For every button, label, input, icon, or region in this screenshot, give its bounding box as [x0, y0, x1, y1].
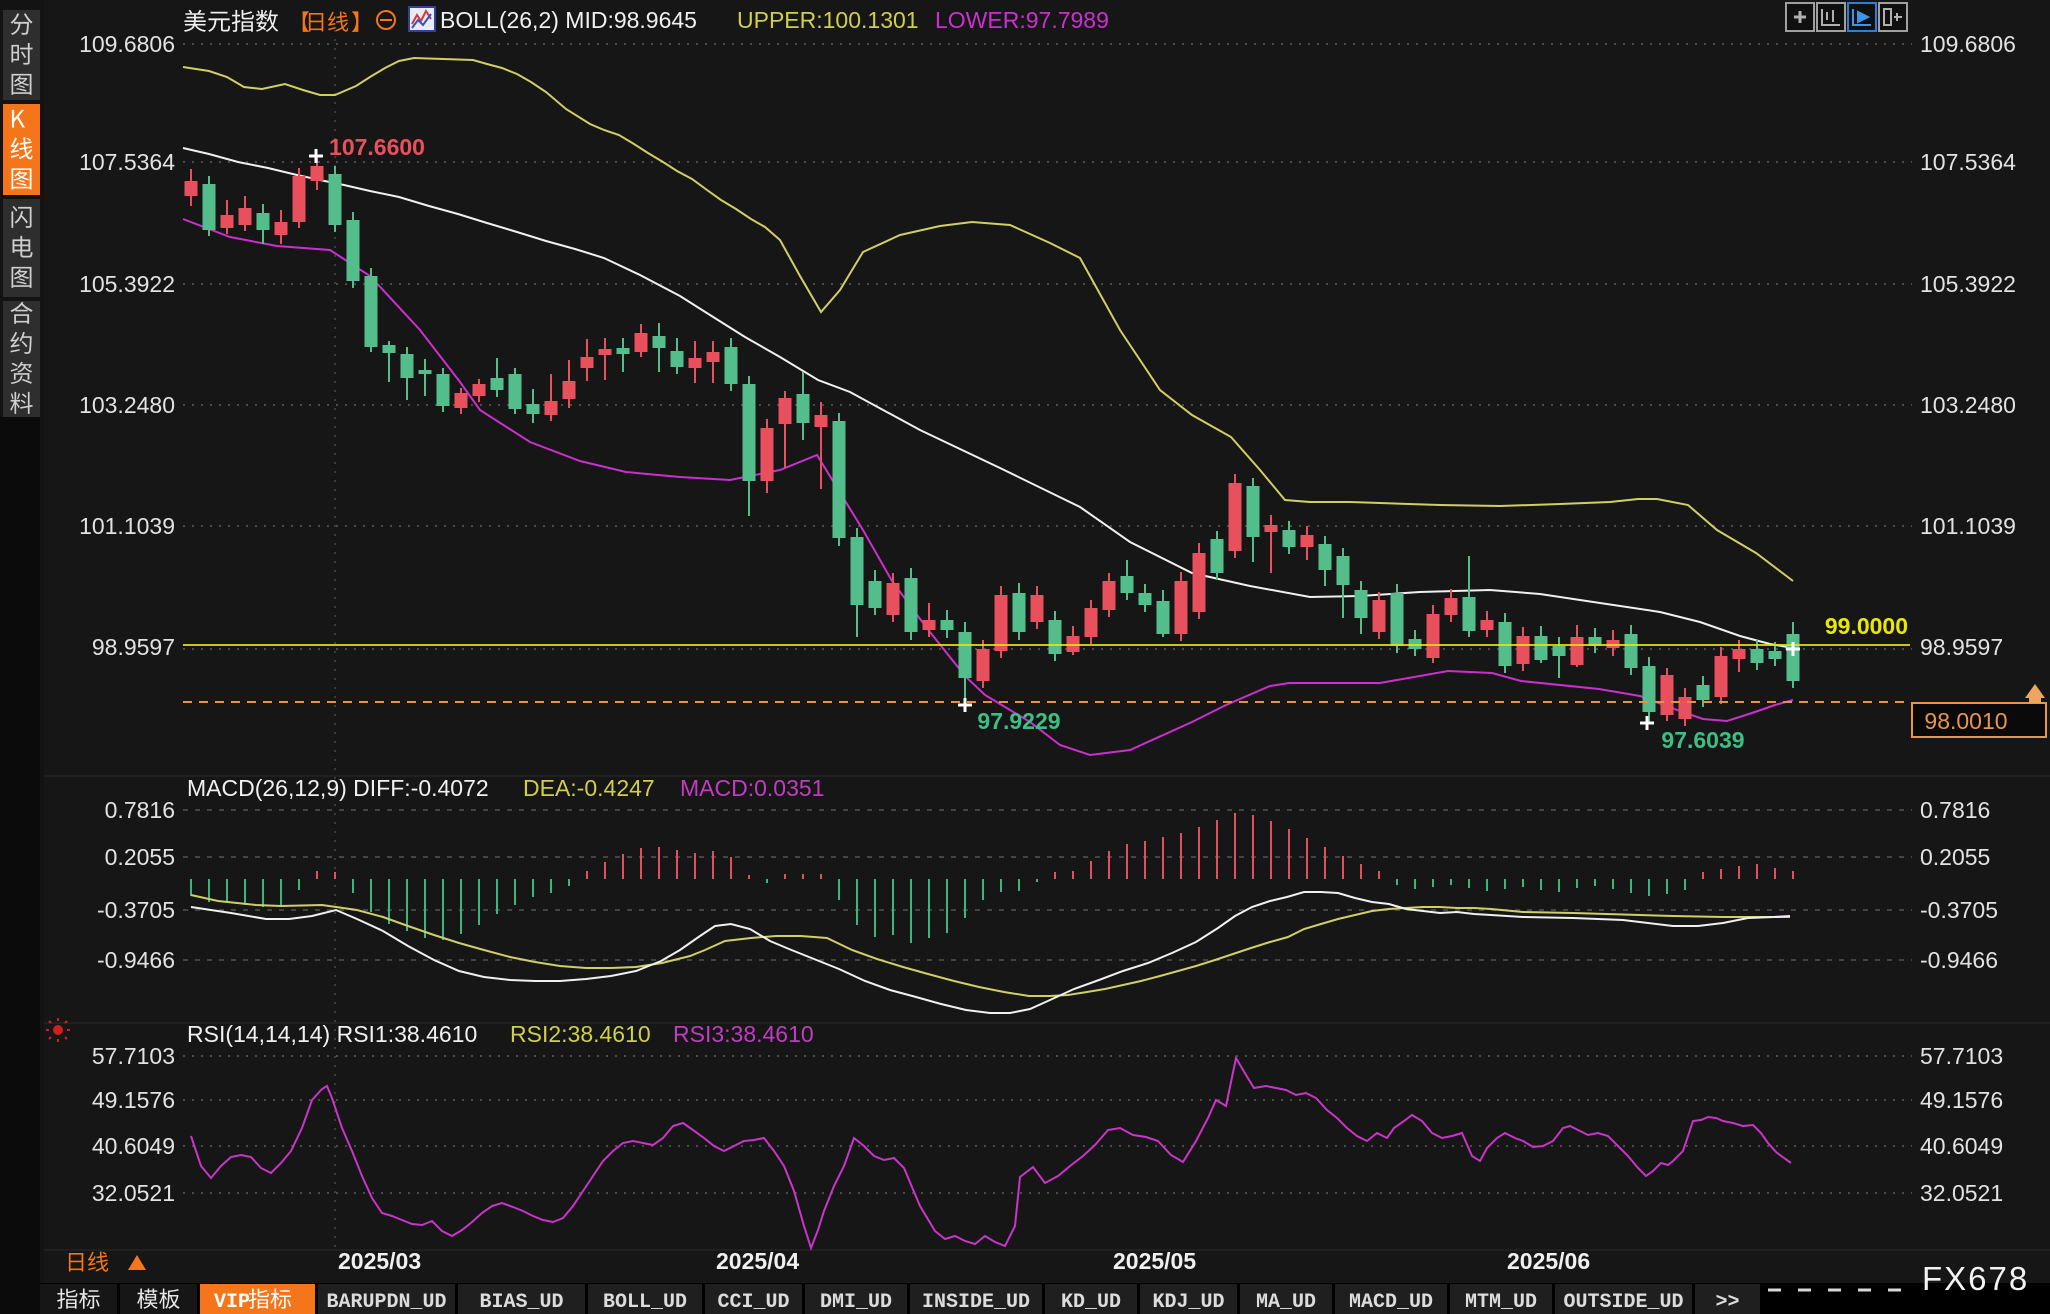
svg-text:INSIDE_UD: INSIDE_UD	[922, 1291, 1030, 1314]
svg-text:VIP: VIP	[214, 1291, 250, 1314]
svg-text:RSI(14,14,14) RSI1:38.4610: RSI(14,14,14) RSI1:38.4610	[187, 1021, 477, 1047]
svg-text:40.6049: 40.6049	[1920, 1133, 2003, 1159]
svg-text:105.3922: 105.3922	[79, 271, 175, 297]
svg-text:40.6049: 40.6049	[92, 1133, 175, 1159]
svg-text:BOLL(26,2) MID:98.9645: BOLL(26,2) MID:98.9645	[440, 7, 697, 33]
svg-text:97.6039: 97.6039	[1661, 727, 1744, 753]
svg-text:BIAS_UD: BIAS_UD	[479, 1291, 563, 1314]
svg-text:49.1576: 49.1576	[1920, 1087, 2003, 1113]
svg-text:98.9597: 98.9597	[1920, 634, 2003, 660]
svg-text:MA_UD: MA_UD	[1256, 1291, 1316, 1314]
svg-text:99.0000: 99.0000	[1825, 613, 1908, 639]
svg-text:MACD(26,12,9) DIFF:-0.4072: MACD(26,12,9) DIFF:-0.4072	[187, 775, 489, 801]
svg-text:103.2480: 103.2480	[1920, 392, 2016, 418]
svg-text:MACD_UD: MACD_UD	[1349, 1291, 1433, 1314]
svg-text:0.2055: 0.2055	[1920, 844, 1990, 870]
svg-text:>>: >>	[1715, 1291, 1739, 1314]
svg-text:OUTSIDE_UD: OUTSIDE_UD	[1563, 1291, 1683, 1314]
svg-text:101.1039: 101.1039	[1920, 513, 2016, 539]
svg-text:RSI3:38.4610: RSI3:38.4610	[673, 1021, 814, 1047]
svg-text:107.5364: 107.5364	[1920, 149, 2016, 175]
svg-text:-0.9466: -0.9466	[1920, 947, 1998, 973]
svg-text:DEA:-0.4247: DEA:-0.4247	[523, 775, 655, 801]
svg-text:109.6806: 109.6806	[79, 31, 175, 57]
svg-text:57.7103: 57.7103	[92, 1043, 175, 1069]
svg-text:MTM_UD: MTM_UD	[1465, 1291, 1537, 1314]
svg-text:97.9229: 97.9229	[977, 708, 1060, 734]
svg-text:KDJ_UD: KDJ_UD	[1152, 1291, 1224, 1314]
svg-text:-0.9466: -0.9466	[97, 947, 175, 973]
svg-text:CCI_UD: CCI_UD	[717, 1291, 789, 1314]
svg-text:98.0010: 98.0010	[1924, 708, 2007, 734]
svg-text:49.1576: 49.1576	[92, 1087, 175, 1113]
svg-text:0.7816: 0.7816	[1920, 797, 1990, 823]
svg-text:DMI_UD: DMI_UD	[820, 1291, 892, 1314]
svg-text:LOWER:97.7989: LOWER:97.7989	[935, 7, 1109, 33]
svg-text:2025/05: 2025/05	[1113, 1248, 1196, 1274]
svg-text:32.0521: 32.0521	[1920, 1180, 2003, 1206]
svg-text:-0.3705: -0.3705	[97, 897, 175, 923]
svg-text:105.3922: 105.3922	[1920, 271, 2016, 297]
svg-text:BARUPDN_UD: BARUPDN_UD	[326, 1291, 446, 1314]
svg-text:0.2055: 0.2055	[105, 844, 175, 870]
svg-text:98.9597: 98.9597	[92, 634, 175, 660]
svg-text:-0.3705: -0.3705	[1920, 897, 1998, 923]
svg-text:2025/04: 2025/04	[716, 1248, 799, 1274]
svg-text:103.2480: 103.2480	[79, 392, 175, 418]
svg-text:FX678: FX678	[1922, 1260, 2029, 1297]
svg-text:57.7103: 57.7103	[1920, 1043, 2003, 1069]
svg-text:UPPER:100.1301: UPPER:100.1301	[737, 7, 919, 33]
svg-text:BOLL_UD: BOLL_UD	[603, 1291, 687, 1314]
svg-text:KD_UD: KD_UD	[1061, 1291, 1121, 1314]
svg-text:2025/03: 2025/03	[338, 1248, 421, 1274]
svg-text:107.6600: 107.6600	[329, 134, 425, 160]
svg-text:109.6806: 109.6806	[1920, 31, 2016, 57]
svg-text:2025/06: 2025/06	[1507, 1248, 1590, 1274]
svg-text:RSI2:38.4610: RSI2:38.4610	[510, 1021, 651, 1047]
svg-text:0.7816: 0.7816	[105, 797, 175, 823]
svg-text:32.0521: 32.0521	[92, 1180, 175, 1206]
svg-text:MACD:0.0351: MACD:0.0351	[680, 775, 824, 801]
svg-text:101.1039: 101.1039	[79, 513, 175, 539]
svg-text:107.5364: 107.5364	[79, 149, 175, 175]
